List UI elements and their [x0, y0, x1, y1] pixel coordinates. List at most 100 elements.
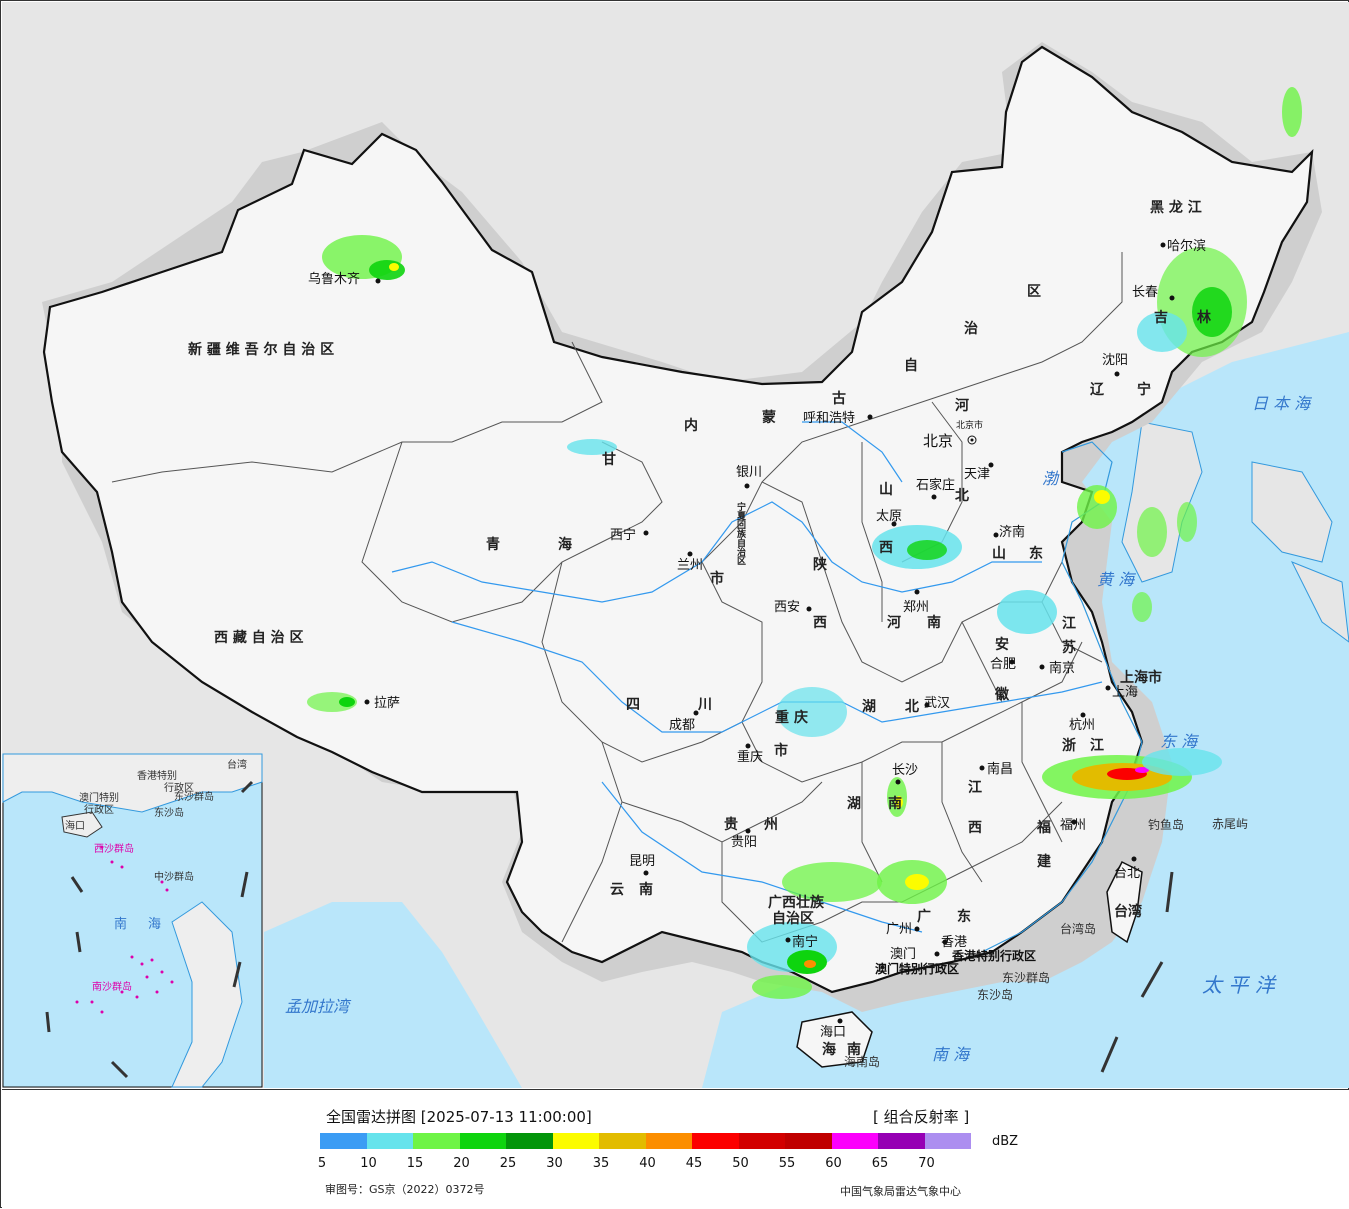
- bay-of-bengal: [264, 902, 522, 1088]
- province-label: 海: [558, 536, 572, 553]
- special-label: 钓鱼岛: [1148, 817, 1184, 832]
- province-label: 宁夏回族自治区: [735, 501, 747, 565]
- legend-tick-label: 60: [825, 1156, 842, 1171]
- coastline: [981, 441, 1143, 953]
- province-label: 自治区: [772, 910, 814, 927]
- legend-color-cell: [320, 1133, 367, 1149]
- province-label: 市: [710, 570, 724, 587]
- legend-color-cell: [785, 1133, 832, 1149]
- inset-label: 南: [114, 916, 127, 932]
- province-label: 台湾: [1114, 903, 1142, 920]
- province-label: 西: [968, 820, 982, 836]
- inset-label: 台湾: [227, 758, 247, 771]
- province-label: 北: [955, 488, 969, 504]
- province-label: 徽: [994, 686, 1010, 703]
- province-label: 山: [992, 546, 1006, 562]
- sea-label: 日 本 海: [1252, 394, 1312, 413]
- province-label: 辽: [1090, 382, 1105, 398]
- province-label: 治: [964, 320, 978, 337]
- province-label: 内: [684, 417, 698, 434]
- approval-number: 审图号：GS京（2022）0372号: [325, 1183, 485, 1196]
- province-label: 自: [904, 357, 918, 374]
- special-label: 澳门特别行政区: [875, 961, 959, 976]
- special-label: 赤尾屿: [1212, 817, 1248, 831]
- province-label: 广: [917, 908, 931, 925]
- province-label: 吉: [1154, 309, 1168, 326]
- japan-land: [1251, 461, 1349, 643]
- legend-color-bar: [320, 1133, 971, 1149]
- province-label: 四: [626, 697, 640, 713]
- inset-label: 行政区: [164, 781, 194, 794]
- inset-label: 南沙群岛: [92, 980, 132, 993]
- radar-echoes: [307, 87, 1302, 999]
- special-label: 海南岛: [844, 1054, 880, 1069]
- sea-label: 孟加拉湾: [285, 997, 352, 1016]
- city-label: 太原: [876, 509, 902, 524]
- province-label: 州: [763, 817, 778, 833]
- legend-tick-label: 55: [778, 1156, 796, 1171]
- inset-label: 东沙岛: [154, 806, 184, 819]
- inset-label: 海口: [65, 819, 85, 832]
- taiwan-island: [1106, 860, 1143, 944]
- province-label: 西: [879, 540, 893, 556]
- legend-product: [ 组合反射率 ]: [873, 1108, 970, 1126]
- province-label: 江: [1090, 737, 1104, 754]
- province-label: 青: [486, 536, 500, 553]
- inset-label: 海: [148, 917, 161, 932]
- special-label: 台湾岛: [1060, 921, 1096, 936]
- province-label: 安: [995, 636, 1009, 653]
- city-label: 福州: [1060, 818, 1086, 833]
- city-label: 重庆: [737, 749, 763, 765]
- legend-color-cell: [413, 1133, 460, 1149]
- city-labels: 乌鲁木齐 拉萨 西宁 兰州 银川 呼和浩特 北京 天津 石家庄 太原 济南 郑州…: [308, 238, 1206, 1040]
- city-label: 杭州: [1069, 718, 1095, 733]
- province-label: 山: [879, 482, 893, 498]
- sea-label: 太 平 洋: [1202, 973, 1277, 997]
- legend-color-cell: [738, 1133, 785, 1149]
- city-markers: [364, 242, 1175, 1024]
- city-label: 南昌: [987, 761, 1013, 777]
- sea-labels: 日 本 海 渤 海 黄 海 东 海 太 平 洋 南 海 孟加拉湾: [285, 394, 1312, 1064]
- legend-tick-label: 35: [592, 1156, 610, 1171]
- province-label: 建: [1037, 853, 1051, 870]
- province-label: 贵: [724, 816, 738, 833]
- province-label: 浙: [1062, 737, 1076, 754]
- city-label: 成都: [669, 718, 695, 733]
- city-label: 哈尔滨: [1167, 238, 1206, 254]
- legend-tick-label: 45: [685, 1156, 703, 1171]
- province-label: 北: [905, 699, 919, 715]
- city-label: 台北: [1114, 866, 1140, 881]
- legend-tick-label: 5: [317, 1156, 327, 1171]
- city-label: 拉萨: [374, 696, 400, 711]
- legend-tick-label: 50: [732, 1156, 749, 1171]
- city-label: 合肥: [990, 657, 1016, 672]
- province-label: 河: [887, 614, 901, 631]
- special-label: 东沙岛: [977, 987, 1013, 1002]
- city-label: 石家庄: [916, 477, 955, 493]
- maritime-boundary-marks: [1100, 871, 1174, 1073]
- province-label: 陕: [813, 556, 827, 573]
- city-label: 贵阳: [731, 835, 757, 850]
- legend-color-cell: [552, 1133, 599, 1149]
- province-label: 宁: [1137, 381, 1151, 398]
- province-label: 蒙: [762, 409, 776, 426]
- city-label: 澳门: [890, 946, 916, 962]
- province-label: 河: [955, 397, 969, 414]
- province-label: 南: [888, 795, 902, 812]
- legend-tick-label: 10: [360, 1156, 377, 1171]
- legend-color-cell: [692, 1133, 739, 1149]
- province-label: 川: [697, 697, 712, 713]
- city-label: 兰州: [677, 558, 703, 573]
- sea-label: 南 海: [932, 1045, 971, 1064]
- legend-color-cell: [878, 1133, 925, 1149]
- city-label: 天津: [964, 467, 990, 482]
- inset-label: 澳门特别: [79, 791, 119, 804]
- organization-name: 中国气象局雷达气象中心: [840, 1185, 961, 1198]
- special-label: 东沙群岛: [1002, 970, 1050, 985]
- inset-label: 中沙群岛: [154, 870, 194, 883]
- city-label: 乌鲁木齐: [308, 271, 360, 287]
- province-label: 广西壮族: [768, 894, 825, 911]
- special-label: 香港特别行政区: [951, 948, 1036, 963]
- province-label: 西: [813, 615, 827, 631]
- province-label: 新 疆 维 吾 尔 自 治 区: [188, 341, 334, 358]
